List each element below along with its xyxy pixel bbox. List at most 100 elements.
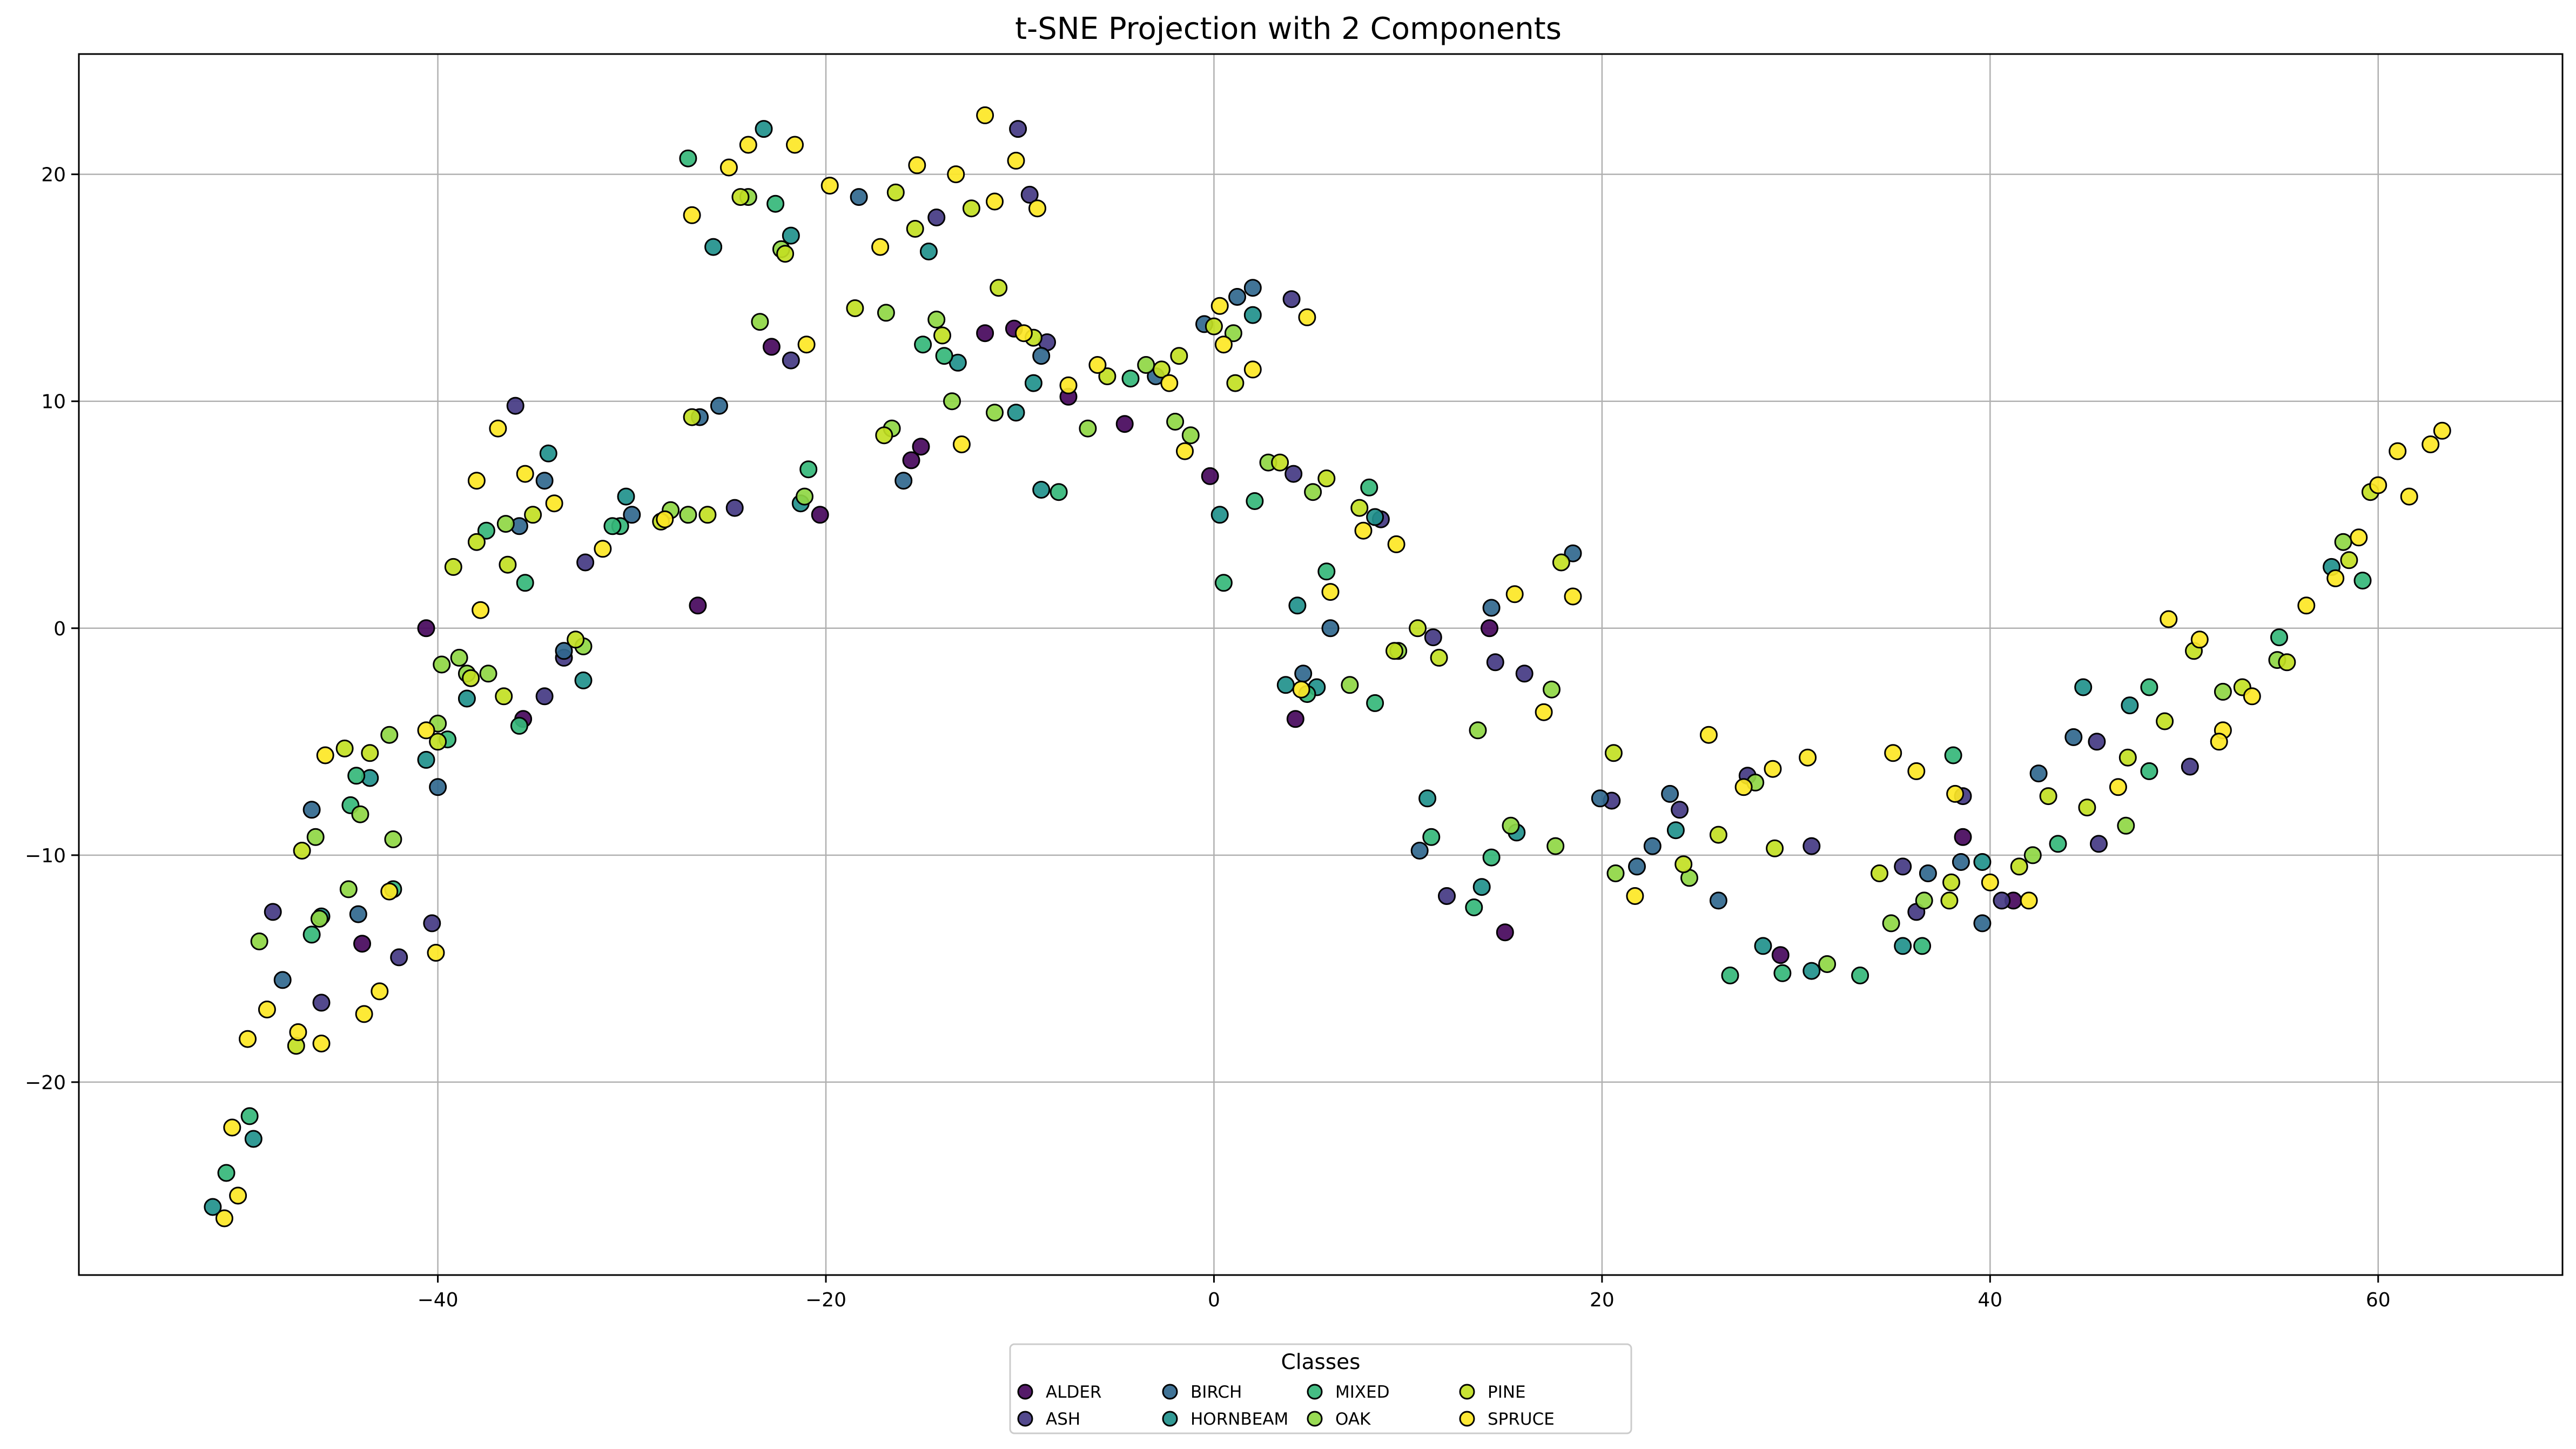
- data-point: [223, 1118, 241, 1137]
- data-point: [1764, 760, 1782, 778]
- data-point: [2297, 596, 2316, 615]
- data-point: [302, 801, 321, 819]
- legend-item-ash: ASH: [1017, 1410, 1080, 1429]
- data-point: [1243, 360, 1262, 379]
- data-point: [417, 750, 435, 769]
- data-point: [467, 472, 486, 490]
- data-point: [1032, 347, 1051, 365]
- data-point: [947, 165, 965, 184]
- data-point: [1913, 937, 1932, 955]
- data-point: [244, 1130, 263, 1148]
- data-point: [2049, 835, 2067, 853]
- data-point: [2088, 733, 2106, 751]
- legend-marker: [1017, 1384, 1033, 1400]
- data-point: [799, 460, 818, 479]
- legend-label: BIRCH: [1191, 1383, 1242, 1402]
- data-point: [2117, 816, 2135, 835]
- series-pine: [287, 183, 2379, 1055]
- data-point: [1424, 628, 1442, 647]
- y-tick-label: −20: [25, 1072, 66, 1094]
- data-point: [429, 778, 447, 796]
- data-point: [1387, 535, 1405, 553]
- data-point: [776, 245, 795, 263]
- data-point: [1294, 665, 1313, 683]
- data-point: [1170, 347, 1188, 365]
- data-point: [1166, 413, 1185, 431]
- data-point: [1366, 694, 1384, 712]
- legend-label: SPRUCE: [1488, 1410, 1555, 1429]
- data-point: [217, 1164, 236, 1182]
- data-point: [1410, 842, 1429, 860]
- data-point: [2118, 748, 2137, 767]
- data-point: [894, 472, 913, 490]
- data-point: [1543, 680, 1561, 699]
- data-point: [2078, 799, 2096, 817]
- data-point: [302, 925, 321, 944]
- data-point: [1317, 562, 1336, 581]
- data-point: [986, 192, 1004, 211]
- data-point: [450, 648, 468, 667]
- data-point: [976, 324, 994, 343]
- legend-label: PINE: [1488, 1383, 1526, 1402]
- data-point: [380, 726, 399, 744]
- data-point: [1643, 837, 1662, 855]
- data-point: [902, 451, 920, 469]
- data-point: [1802, 837, 1821, 855]
- data-point: [751, 313, 769, 331]
- data-point: [1024, 374, 1042, 392]
- data-point: [1298, 308, 1316, 326]
- data-point: [1942, 873, 1960, 891]
- data-point: [2270, 628, 2288, 647]
- data-point: [472, 601, 490, 619]
- grid-lines: [79, 54, 2562, 1275]
- data-point: [2214, 682, 2232, 701]
- data-point: [786, 136, 804, 154]
- data-point: [952, 435, 971, 453]
- data-point: [349, 905, 367, 923]
- x-tick-label: 20: [1590, 1289, 1615, 1311]
- legend-item-pine: PINE: [1459, 1383, 1526, 1402]
- data-point: [1214, 336, 1233, 354]
- data-point: [1341, 676, 1359, 694]
- data-point: [1014, 324, 1033, 343]
- data-point: [2190, 630, 2209, 649]
- data-point: [1981, 873, 1999, 891]
- data-point: [2340, 551, 2358, 569]
- data-point: [1496, 923, 1514, 942]
- data-point: [731, 188, 750, 206]
- data-point: [1246, 492, 1264, 510]
- data-point: [1286, 710, 1304, 728]
- data-point: [1009, 120, 1027, 138]
- legend-label: OAK: [1335, 1410, 1371, 1429]
- data-point: [423, 914, 441, 933]
- data-point: [1181, 426, 1200, 445]
- data-point: [516, 574, 534, 592]
- data-point: [1020, 185, 1039, 204]
- data-point: [1502, 816, 1520, 835]
- legend-marker: [1307, 1384, 1323, 1400]
- data-point: [371, 982, 389, 1001]
- data-point: [1243, 279, 1262, 297]
- data-point: [1699, 726, 1718, 744]
- data-point: [683, 408, 701, 426]
- data-point: [886, 183, 905, 202]
- data-point: [679, 506, 697, 524]
- data-point: [1564, 544, 1582, 562]
- data-point: [1546, 837, 1565, 855]
- data-point: [617, 487, 635, 506]
- data-point: [1059, 376, 1078, 394]
- data-point: [204, 1198, 222, 1216]
- data-point: [2039, 787, 2057, 806]
- data-point: [1535, 703, 1553, 721]
- data-point: [1438, 887, 1456, 905]
- data-point: [755, 120, 773, 138]
- data-point: [797, 336, 816, 354]
- legend-item-oak: OAK: [1307, 1410, 1371, 1429]
- data-point: [1709, 891, 1727, 910]
- data-point: [2140, 678, 2158, 696]
- y-axis: −20 −10 0 10 20: [25, 164, 79, 1094]
- legend-title: Classes: [1281, 1350, 1361, 1374]
- plot-frame: [78, 53, 2564, 1276]
- data-point: [739, 136, 757, 154]
